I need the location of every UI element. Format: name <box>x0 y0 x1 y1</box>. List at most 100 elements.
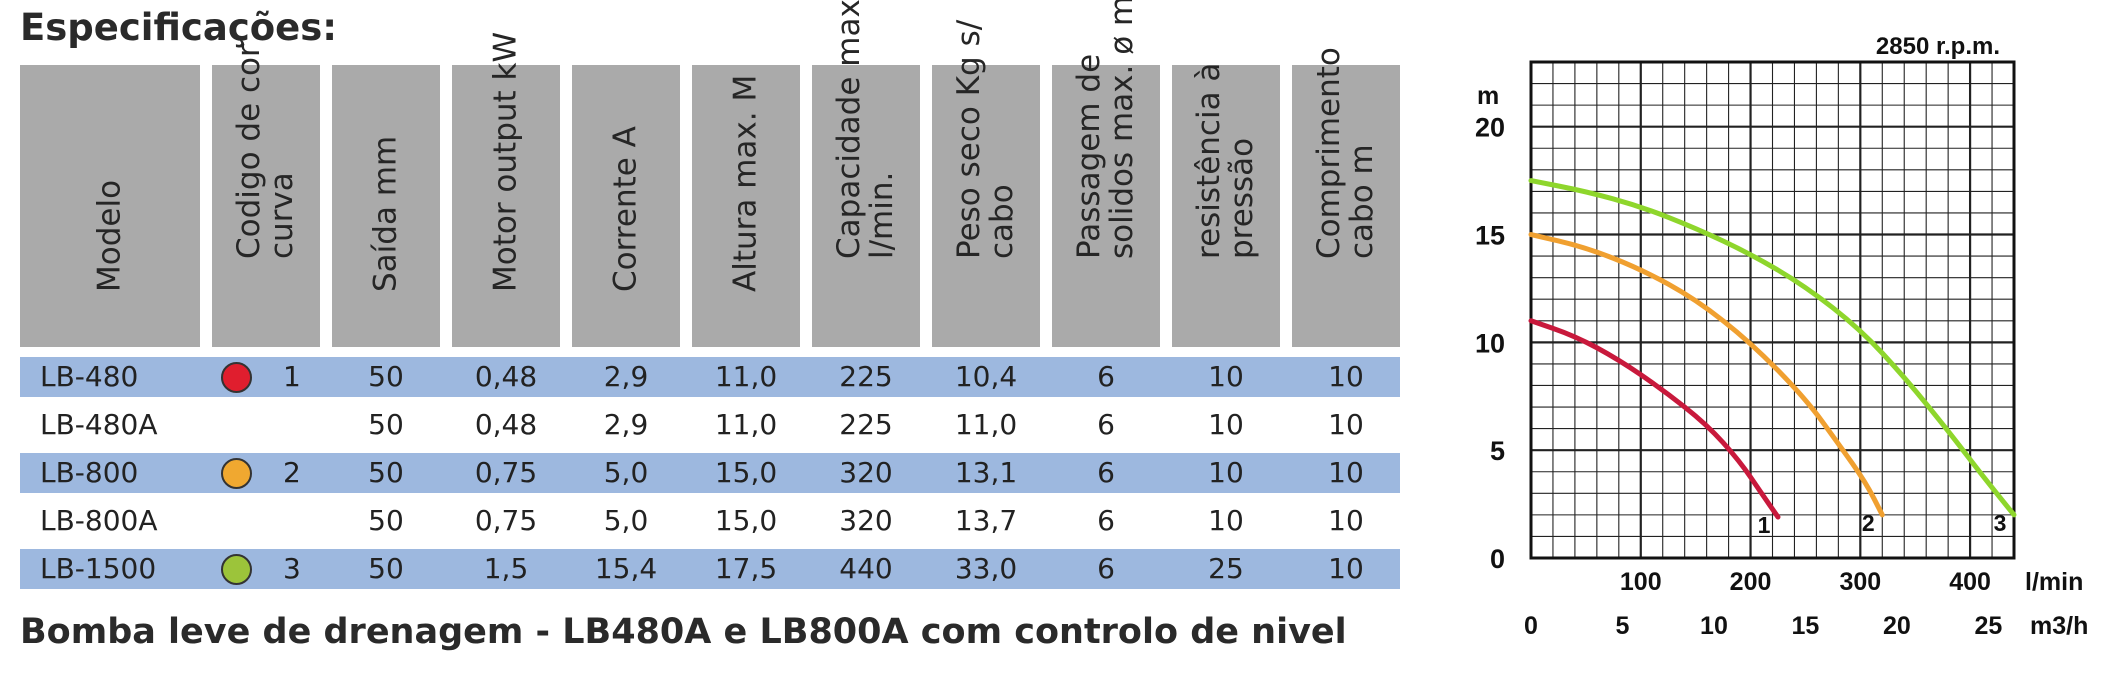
header-line: l/min. <box>864 171 900 259</box>
header-label-capacidade: Capacidade max. l/min. <box>831 0 900 259</box>
cell-modelo: LB-1500 <box>40 552 157 585</box>
cell-saida: 50 <box>368 408 404 441</box>
cell-capacidade: 440 <box>839 552 893 585</box>
cell-altura: 17,5 <box>714 552 778 585</box>
x2-tick-label: 25 <box>1974 612 2002 640</box>
x2-tick-label: 15 <box>1792 612 1820 640</box>
cell-passagem: 6 <box>1097 552 1115 585</box>
cell-modelo: LB-800A <box>40 504 158 537</box>
header-saida: Saída mm <box>332 65 440 347</box>
cell-peso: 13,7 <box>954 504 1018 537</box>
y-axis-label: m <box>1477 82 1499 110</box>
header-label-saida: Saída mm <box>367 135 404 292</box>
cell-motor: 0,75 <box>474 504 538 537</box>
series-label-2: 2 <box>1862 510 1875 536</box>
series-line-3 <box>1528 178 2017 518</box>
color-code-dot <box>221 362 252 393</box>
cell-comprimento: 10 <box>1328 552 1364 585</box>
header-line: resistência à <box>1191 62 1227 259</box>
cell-curve-number: 3 <box>283 552 301 585</box>
x-tick-label: 100 <box>1620 568 1662 596</box>
header-label-corrente: Corrente A <box>608 126 644 292</box>
header-line: Saída mm <box>367 135 404 292</box>
cell-corrente: 15,4 <box>594 552 658 585</box>
cell-motor: 0,75 <box>474 456 538 489</box>
cell-capacidade: 225 <box>839 360 893 393</box>
table-row: LB-1500 3 50 1,5 15,4 17,5 440 33,0 6 25 10 <box>20 549 1400 589</box>
cell-altura: 15,0 <box>714 456 778 489</box>
cell-comprimento: 10 <box>1328 504 1364 537</box>
x2-axis-label: m3/h <box>2030 612 2088 640</box>
series-label-1: 1 <box>1758 512 1771 538</box>
page-title: Especificações: <box>20 6 338 49</box>
x2-tick-label: 5 <box>1616 612 1630 640</box>
series-label-3: 3 <box>1994 510 2007 536</box>
header-line: Motor output kW <box>487 31 524 292</box>
cell-corrente: 2,9 <box>603 408 649 441</box>
cell-corrente: 5,0 <box>603 456 649 489</box>
header-line: cabo m <box>1344 144 1380 259</box>
header-line: curva <box>264 172 300 259</box>
header-label-peso: Peso seco Kg s/cabo <box>951 19 1020 259</box>
cell-corrente: 2,9 <box>603 360 649 393</box>
cell-capacidade: 320 <box>839 504 893 537</box>
header-line: Comprimento <box>1311 47 1347 259</box>
cell-capacidade: 320 <box>839 456 893 489</box>
cell-curve-number: 1 <box>283 360 301 393</box>
color-code-dot <box>221 554 252 585</box>
header-corrente: Corrente A <box>572 65 680 347</box>
cell-resistencia: 10 <box>1208 408 1244 441</box>
performance-chart: 2850 r.p.m. m 0 5 10 15 20 100 200 300 400 l/min 0 5 1… <box>1475 33 2088 640</box>
header-line: Peso seco Kg s/ <box>951 19 987 259</box>
table-row: LB-800 2 50 0,75 5,0 15,0 320 13,1 6 10 10 <box>20 453 1400 493</box>
cell-saida: 50 <box>368 552 404 585</box>
cell-resistencia: 10 <box>1208 360 1244 393</box>
cell-peso: 33,0 <box>954 552 1018 585</box>
cell-comprimento: 10 <box>1328 360 1364 393</box>
x2-tick-label: 10 <box>1700 612 1728 640</box>
cell-saida: 50 <box>368 504 404 537</box>
cell-resistencia: 10 <box>1208 456 1244 489</box>
cell-saida: 50 <box>368 360 404 393</box>
x-axis-label: l/min <box>2025 568 2083 596</box>
header-comprimento: Comprimento cabo m <box>1292 47 1400 347</box>
y-tick-label: 20 <box>1475 113 1505 143</box>
y-tick-label: 15 <box>1475 221 1505 251</box>
header-label-motor: Motor output kW <box>487 31 524 292</box>
y-tick-label: 10 <box>1475 328 1505 358</box>
header-label-resistencia: resistência à pressão <box>1191 62 1260 259</box>
footer-title: Bomba leve de drenagem - LB480A e LB800A… <box>20 612 1347 652</box>
header-line: Capacidade max. <box>831 0 867 259</box>
header-line: Passagem de <box>1071 53 1107 259</box>
header-label-comprimento: Comprimento cabo m <box>1311 47 1380 259</box>
cell-altura: 11,0 <box>714 360 778 393</box>
header-label-altura: Altura max. M <box>728 75 764 292</box>
series-line-1 <box>1528 318 1781 520</box>
cell-modelo: LB-800 <box>40 456 139 489</box>
cell-peso: 11,0 <box>954 408 1018 441</box>
cell-curve-number: 2 <box>283 456 301 489</box>
cell-corrente: 5,0 <box>603 504 649 537</box>
header-modelo: Modelo <box>20 65 200 347</box>
cell-peso: 13,1 <box>954 456 1018 489</box>
cell-peso: 10,4 <box>954 360 1018 393</box>
header-label-passagem: Passagem de solidos max. ø mm <box>1071 0 1140 259</box>
y-tick-label: 5 <box>1490 436 1505 466</box>
x2-tick-label: 20 <box>1883 612 1911 640</box>
cell-resistencia: 25 <box>1208 552 1244 585</box>
cell-modelo: LB-480 <box>40 360 139 393</box>
x-tick-label: 400 <box>1949 568 1991 596</box>
cell-modelo: LB-480A <box>40 408 158 441</box>
y-tick-label: 0 <box>1490 544 1505 574</box>
header-peso: Peso seco Kg s/cabo <box>932 20 1040 347</box>
header-label-cor: Codigo de cor curva <box>231 44 300 259</box>
cell-motor: 1,5 <box>483 552 529 585</box>
cell-passagem: 6 <box>1097 456 1115 489</box>
header-line: Codigo de cor <box>231 44 267 259</box>
x-tick-label: 200 <box>1730 568 1772 596</box>
header-line: cabo <box>984 184 1020 259</box>
header-resistencia: resistência à pressão <box>1172 62 1280 347</box>
header-motor: Motor output kW <box>452 32 560 347</box>
table-row: LB-800A 50 0,75 5,0 15,0 320 13,7 6 10 10 <box>20 501 1400 541</box>
cell-passagem: 6 <box>1097 504 1115 537</box>
